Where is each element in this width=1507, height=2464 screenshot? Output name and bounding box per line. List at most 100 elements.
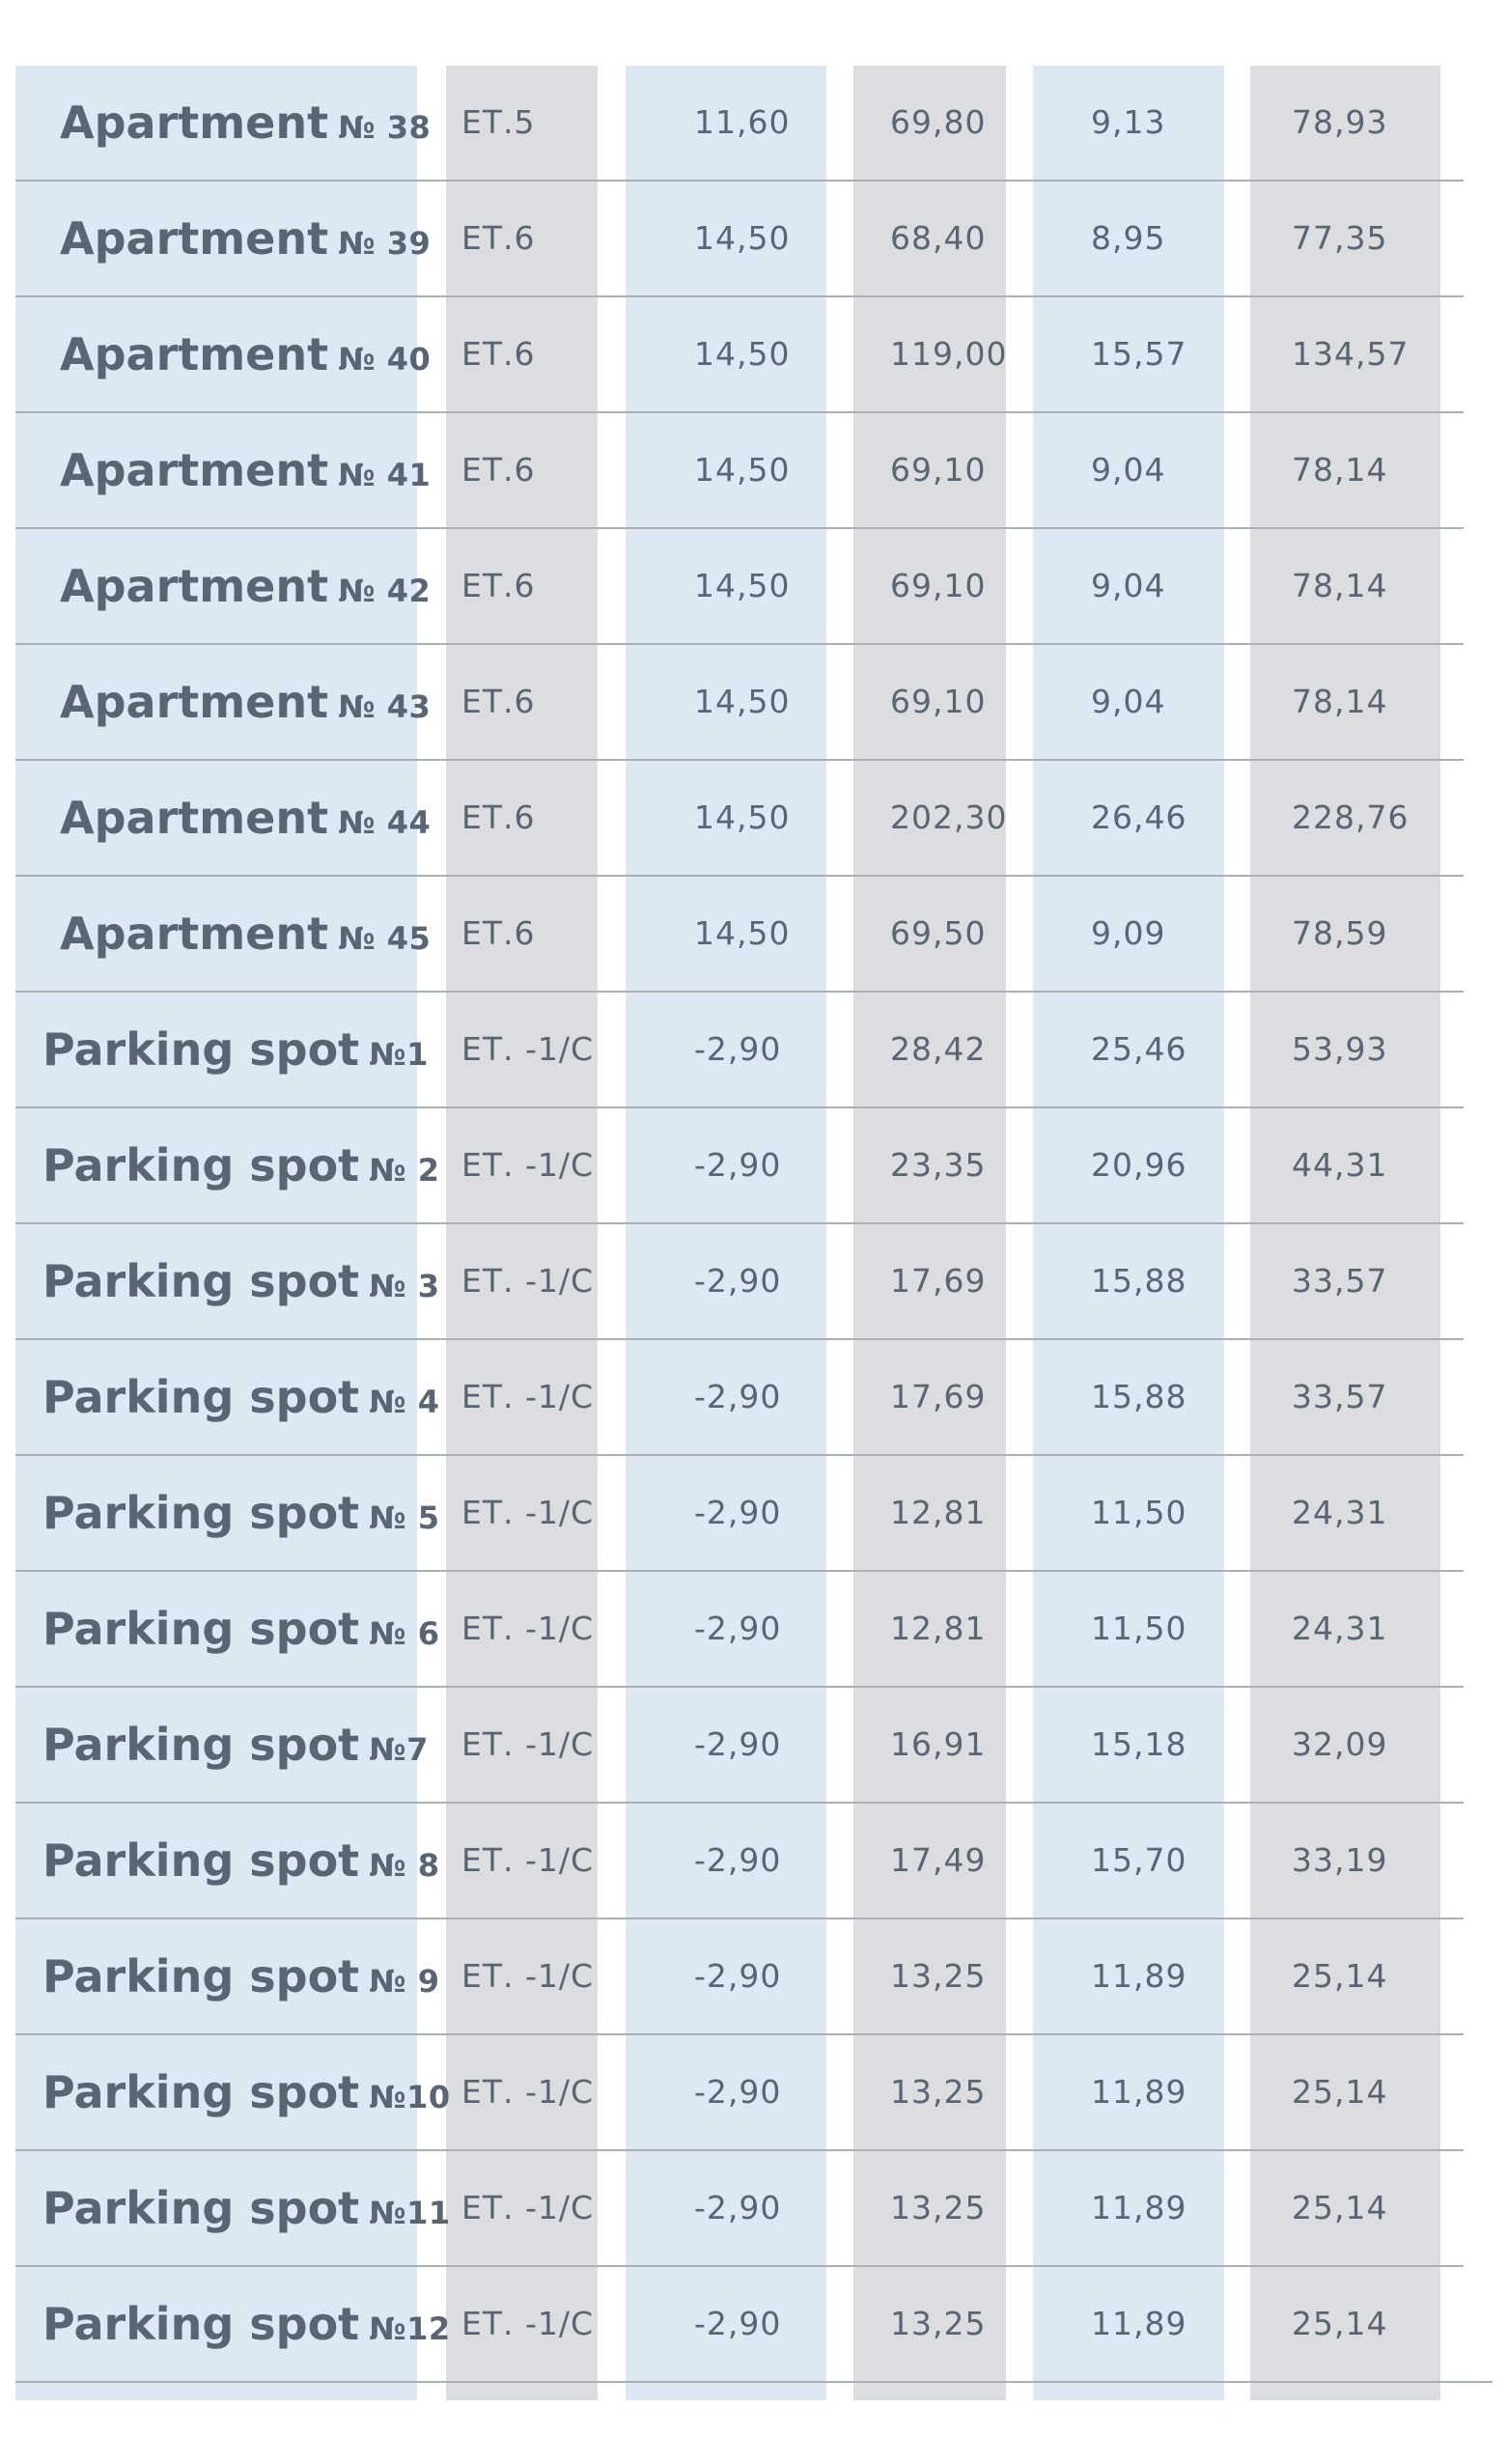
common-area-cell: 15,57 (1091, 335, 1187, 373)
area-cell: 13,25 (890, 1957, 987, 1995)
level-cell: 14,50 (694, 914, 791, 952)
unit-type: Parking spot (42, 2066, 360, 2118)
unit-number: № 41 (338, 457, 432, 493)
area-cell: 69,50 (890, 914, 987, 952)
level-cell: -2,90 (694, 1725, 782, 1763)
floor-cell: ЕТ. -1/С (461, 1146, 595, 1184)
unit-name: Apartment № 38 (60, 66, 431, 180)
level-cell: -2,90 (694, 2305, 782, 2342)
table-row: Parking spot №10 ЕТ. -1/С -2,90 13,25 11,89 25… (15, 2035, 1464, 2151)
total-area-cell: 228,76 (1292, 798, 1409, 836)
total-area-cell: 25,14 (1292, 2189, 1388, 2226)
level-cell: -2,90 (694, 1262, 782, 1300)
unit-type: Parking spot (42, 2182, 360, 2234)
common-area-cell: 9,04 (1091, 451, 1166, 489)
area-cell: 23,35 (890, 1146, 987, 1184)
floor-cell: ЕТ.6 (461, 335, 536, 373)
table-row: Parking spot № 4 ЕТ. -1/С -2,90 17,69 15,88 33… (15, 1340, 1464, 1456)
unit-name: Parking spot № 8 (42, 1804, 440, 1918)
unit-type: Apartment (60, 212, 329, 265)
floor-cell: ЕТ. -1/С (461, 1957, 595, 1995)
unit-type: Parking spot (42, 1603, 360, 1655)
total-area-cell: 53,93 (1292, 1030, 1388, 1068)
unit-type: Parking spot (42, 1487, 360, 1539)
table-row: Apartment № 43 ЕТ.6 14,50 69,10 9,04 78,14 (15, 645, 1464, 761)
level-cell: 14,50 (694, 451, 791, 489)
common-area-cell: 11,89 (1091, 2073, 1187, 2111)
unit-number: № 44 (338, 804, 432, 841)
column-level-bg (626, 66, 826, 2400)
floor-cell: ЕТ.6 (461, 219, 536, 257)
unit-name: Parking spot № 2 (42, 1108, 440, 1222)
unit-number: №7 (369, 1731, 429, 1768)
unit-name: Parking spot №11 (42, 2151, 451, 2265)
unit-number: № 8 (369, 1847, 440, 1884)
area-cell: 202,30 (890, 798, 1008, 836)
table-row: Parking spot №1 ЕТ. -1/С -2,90 28,42 25,46 53,… (15, 993, 1464, 1108)
unit-type: Apartment (60, 908, 329, 960)
common-area-cell: 26,46 (1091, 798, 1187, 836)
table-row: Parking spot № 9 ЕТ. -1/С -2,90 13,25 11,89 25… (15, 1919, 1464, 2035)
unit-type: Parking spot (42, 2298, 360, 2350)
unit-type: Apartment (60, 560, 329, 612)
level-cell: -2,90 (694, 1494, 782, 1531)
floor-cell: ЕТ. -1/С (461, 1494, 595, 1531)
area-cell: 69,10 (890, 567, 987, 604)
floor-cell: ЕТ.6 (461, 914, 536, 952)
unit-number: № 2 (369, 1152, 440, 1189)
unit-name: Parking spot №7 (42, 1688, 429, 1802)
level-cell: -2,90 (694, 1841, 782, 1879)
table-row: Apartment № 39 ЕТ.6 14,50 68,40 8,95 77,35 (15, 182, 1464, 297)
table-row: Apartment № 38 ЕТ.5 11,60 69,80 9,13 78,93 (15, 66, 1464, 182)
area-cell: 16,91 (890, 1725, 987, 1763)
table-row: Parking spot №12 ЕТ. -1/С -2,90 13,25 11,89 25… (15, 2267, 1493, 2383)
area-cell: 13,25 (890, 2073, 987, 2111)
area-cell: 69,80 (890, 103, 987, 141)
level-cell: 14,50 (694, 335, 791, 373)
area-cell: 12,81 (890, 1610, 987, 1647)
unit-name: Apartment № 41 (60, 413, 431, 527)
total-area-cell: 32,09 (1292, 1725, 1388, 1763)
unit-type: Apartment (60, 328, 329, 380)
unit-type: Parking spot (42, 1834, 360, 1887)
common-area-cell: 9,09 (1091, 914, 1166, 952)
unit-number: №11 (369, 2195, 451, 2231)
table-row: Apartment № 44 ЕТ.6 14,50 202,30 26,46 228,76 (15, 761, 1464, 877)
total-area-cell: 25,14 (1292, 2305, 1388, 2342)
total-area-cell: 25,14 (1292, 2073, 1388, 2111)
common-area-cell: 15,18 (1091, 1725, 1187, 1763)
unit-number: №10 (369, 2079, 451, 2115)
unit-type: Apartment (60, 97, 329, 149)
total-area-cell: 24,31 (1292, 1610, 1388, 1647)
level-cell: -2,90 (694, 2073, 782, 2111)
total-area-cell: 44,31 (1292, 1146, 1388, 1184)
total-area-cell: 24,31 (1292, 1494, 1388, 1531)
total-area-cell: 77,35 (1292, 219, 1388, 257)
level-cell: -2,90 (694, 1378, 782, 1415)
table-row: Parking spot № 3 ЕТ. -1/С -2,90 17,69 15,88 33… (15, 1224, 1464, 1340)
floor-cell: ЕТ.6 (461, 798, 536, 836)
unit-number: № 39 (338, 225, 432, 262)
floor-cell: ЕТ. -1/С (461, 2073, 595, 2111)
common-area-cell: 9,04 (1091, 683, 1166, 720)
unit-name: Parking spot №1 (42, 993, 429, 1106)
unit-name: Parking spot № 5 (42, 1456, 440, 1570)
common-area-cell: 11,50 (1091, 1610, 1187, 1647)
unit-name: Parking spot № 9 (42, 1919, 440, 2033)
common-area-cell: 20,96 (1091, 1146, 1187, 1184)
unit-name: Apartment № 39 (60, 182, 431, 295)
floor-cell: ЕТ. -1/С (461, 2189, 595, 2226)
common-area-cell: 11,50 (1091, 1494, 1187, 1531)
table-row: Apartment № 41 ЕТ.6 14,50 69,10 9,04 78,14 (15, 413, 1464, 529)
total-area-cell: 78,59 (1292, 914, 1388, 952)
area-cell: 28,42 (890, 1030, 987, 1068)
unit-number: № 3 (369, 1268, 440, 1304)
unit-number: № 4 (369, 1384, 440, 1420)
column-total-bg (1250, 66, 1440, 2400)
unit-type: Parking spot (42, 1719, 360, 1771)
floor-cell: ЕТ. -1/С (461, 1725, 595, 1763)
unit-name: Apartment № 42 (60, 529, 431, 643)
table-row: Parking spot № 8 ЕТ. -1/С -2,90 17,49 15,70 33… (15, 1804, 1464, 1919)
unit-type: Parking spot (42, 1371, 360, 1423)
area-cell: 69,10 (890, 451, 987, 489)
